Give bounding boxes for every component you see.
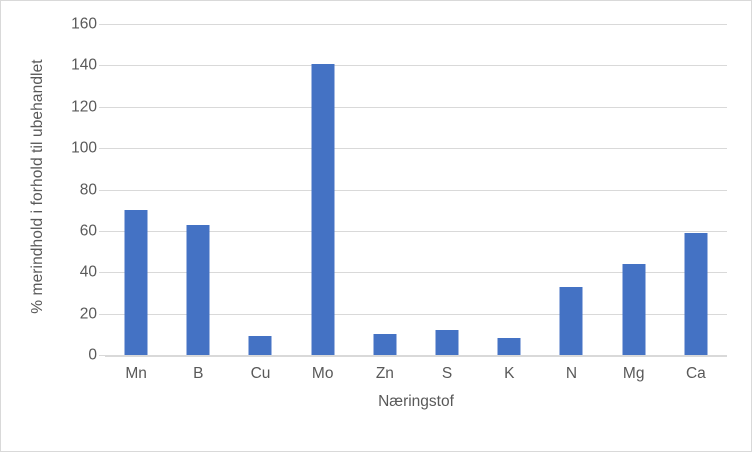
bar-slot (292, 24, 354, 355)
x-axis-tick-labels: Mn B Cu Mo Zn S K N Mg Ca (105, 361, 727, 387)
bar-slot (105, 24, 167, 355)
y-axis-tick-mark (99, 355, 105, 356)
x-axis-title: Næringstof (378, 393, 454, 410)
bar-slot (167, 24, 229, 355)
gridline (105, 148, 727, 150)
gridline (105, 272, 727, 274)
y-axis-tick-mark (99, 189, 105, 191)
y-axis-tick-mark (99, 272, 105, 274)
bar-n[interactable] (559, 286, 583, 355)
gridline (105, 24, 727, 25)
x-axis-tick-label-mo: Mo (311, 365, 334, 382)
bar-slot (478, 24, 540, 355)
x-axis-line (105, 355, 727, 357)
bar-slot (354, 24, 416, 355)
x-axis-tick-label-k: K (504, 365, 515, 382)
bar-slot (416, 24, 478, 355)
y-axis-tick-mark (99, 24, 105, 25)
y-axis-tick-label: 160 (71, 15, 97, 33)
bar-slot (603, 24, 665, 355)
y-axis-tick-mark (99, 65, 105, 67)
bar-mg[interactable] (622, 263, 646, 355)
y-axis-tick-label: 0 (88, 346, 97, 364)
y-axis-tick-marks (99, 24, 105, 356)
bar-slot (665, 24, 727, 355)
bar-b[interactable] (186, 224, 210, 355)
y-axis-tick-label: 100 (71, 139, 97, 157)
bar-ca[interactable] (684, 232, 708, 355)
gridline (105, 230, 727, 232)
x-axis-tick-label-s: S (441, 365, 453, 382)
y-axis-tick-mark (99, 230, 105, 232)
bar-s[interactable] (435, 330, 459, 355)
x-axis-tick-label-n: N (565, 365, 578, 382)
x-axis-tick-label-b: B (193, 365, 204, 382)
x-axis-tick-label-zn: Zn (375, 365, 394, 382)
y-axis-tick-mark (99, 313, 105, 315)
x-axis-tick-label-mg: Mg (622, 365, 645, 382)
gridline (105, 106, 727, 108)
x-axis-tick-label-cu: Cu (250, 365, 271, 382)
bar-mo[interactable] (311, 64, 335, 355)
gridline (105, 313, 727, 315)
gridline (105, 189, 727, 191)
y-axis-tick-mark (99, 106, 105, 108)
x-axis-tick-label-mn: Mn (125, 365, 147, 382)
x-axis-tick-label-ca: Ca (685, 365, 706, 382)
y-axis-tick-label: 120 (71, 98, 97, 115)
gridline (105, 65, 727, 67)
bar-zn[interactable] (373, 334, 397, 355)
y-axis-tick-mark (99, 148, 105, 150)
plot-area (105, 24, 727, 356)
y-axis-tick-labels: 0 20 40 60 80 100 120 140 160 (49, 16, 97, 362)
y-axis-tick-label: 140 (71, 56, 97, 74)
y-axis-tick-label: 80 (79, 180, 97, 198)
y-axis-tick-label: 60 (79, 222, 97, 240)
y-axis-tick-label: 40 (79, 263, 97, 281)
bar-cu[interactable] (248, 336, 272, 355)
bar-slot (540, 24, 602, 355)
bar-slot (229, 24, 291, 355)
y-axis-tick-label: 20 (79, 304, 97, 322)
bar-k[interactable] (497, 338, 521, 355)
bar-mn[interactable] (124, 210, 148, 355)
